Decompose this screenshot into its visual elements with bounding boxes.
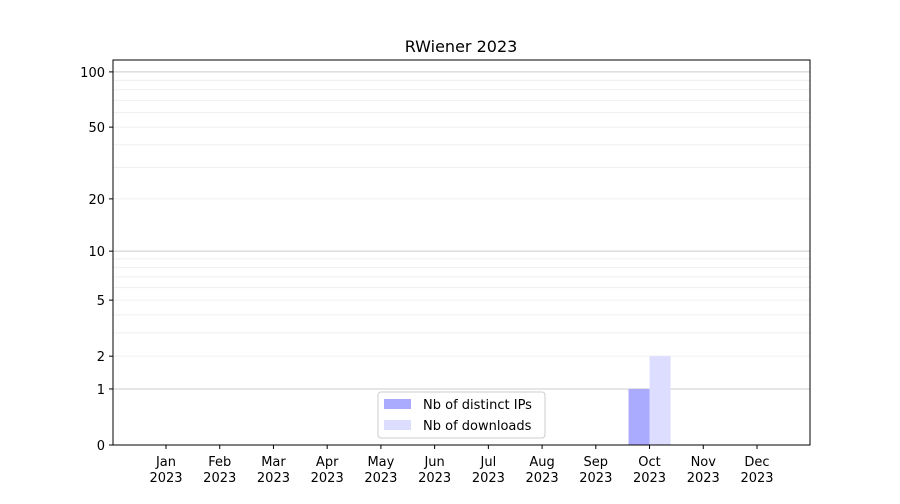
x-tick-label: Dec 2023 bbox=[740, 455, 773, 486]
x-tick-label: Sep 2023 bbox=[579, 455, 612, 486]
legend: Nb of distinct IPs Nb of downloads bbox=[377, 391, 546, 439]
x-tick-label: Mar 2023 bbox=[257, 455, 290, 486]
bar-downloads bbox=[649, 356, 671, 445]
x-tick-label: Oct 2023 bbox=[633, 455, 666, 486]
x-tick-label: Apr 2023 bbox=[311, 455, 344, 486]
y-tick-label: 10 bbox=[88, 245, 105, 260]
bar-distinct-ips bbox=[628, 388, 650, 445]
x-tick-label: Nov 2023 bbox=[687, 455, 720, 486]
legend-swatch bbox=[384, 399, 411, 409]
y-axis: 0 1 2 5 10 20 50 100 bbox=[80, 66, 113, 454]
x-tick-label: Aug 2023 bbox=[526, 455, 559, 486]
y-tick-label: 50 bbox=[88, 121, 105, 136]
legend-box bbox=[377, 391, 546, 439]
y-tick-label: 20 bbox=[88, 193, 105, 208]
y-tick-label: 100 bbox=[80, 66, 105, 81]
legend-label: Nb of distinct IPs bbox=[423, 398, 532, 413]
plot-frame bbox=[112, 59, 811, 446]
legend-swatch bbox=[384, 420, 411, 430]
gridlines bbox=[113, 71, 810, 446]
x-tick-label: Jan 2023 bbox=[149, 455, 182, 486]
y-tick-label: 5 bbox=[97, 294, 105, 309]
legend-label: Nb of downloads bbox=[423, 419, 532, 434]
x-tick-label: Feb 2023 bbox=[203, 455, 236, 486]
x-tick-label: Jun 2023 bbox=[418, 455, 451, 486]
chart-title: RWiener 2023 bbox=[405, 37, 518, 56]
y-tick-label: 0 bbox=[97, 439, 105, 454]
y-tick-label: 1 bbox=[97, 383, 105, 398]
x-tick-label: Jul 2023 bbox=[472, 455, 505, 486]
x-axis: Jan 2023 Feb 2023 Mar 2023 Apr 2023 May 2023 Jun 20… bbox=[149, 445, 774, 486]
x-tick-label: May 2023 bbox=[364, 455, 397, 486]
y-tick-label: 2 bbox=[97, 350, 105, 365]
bars bbox=[628, 356, 671, 445]
